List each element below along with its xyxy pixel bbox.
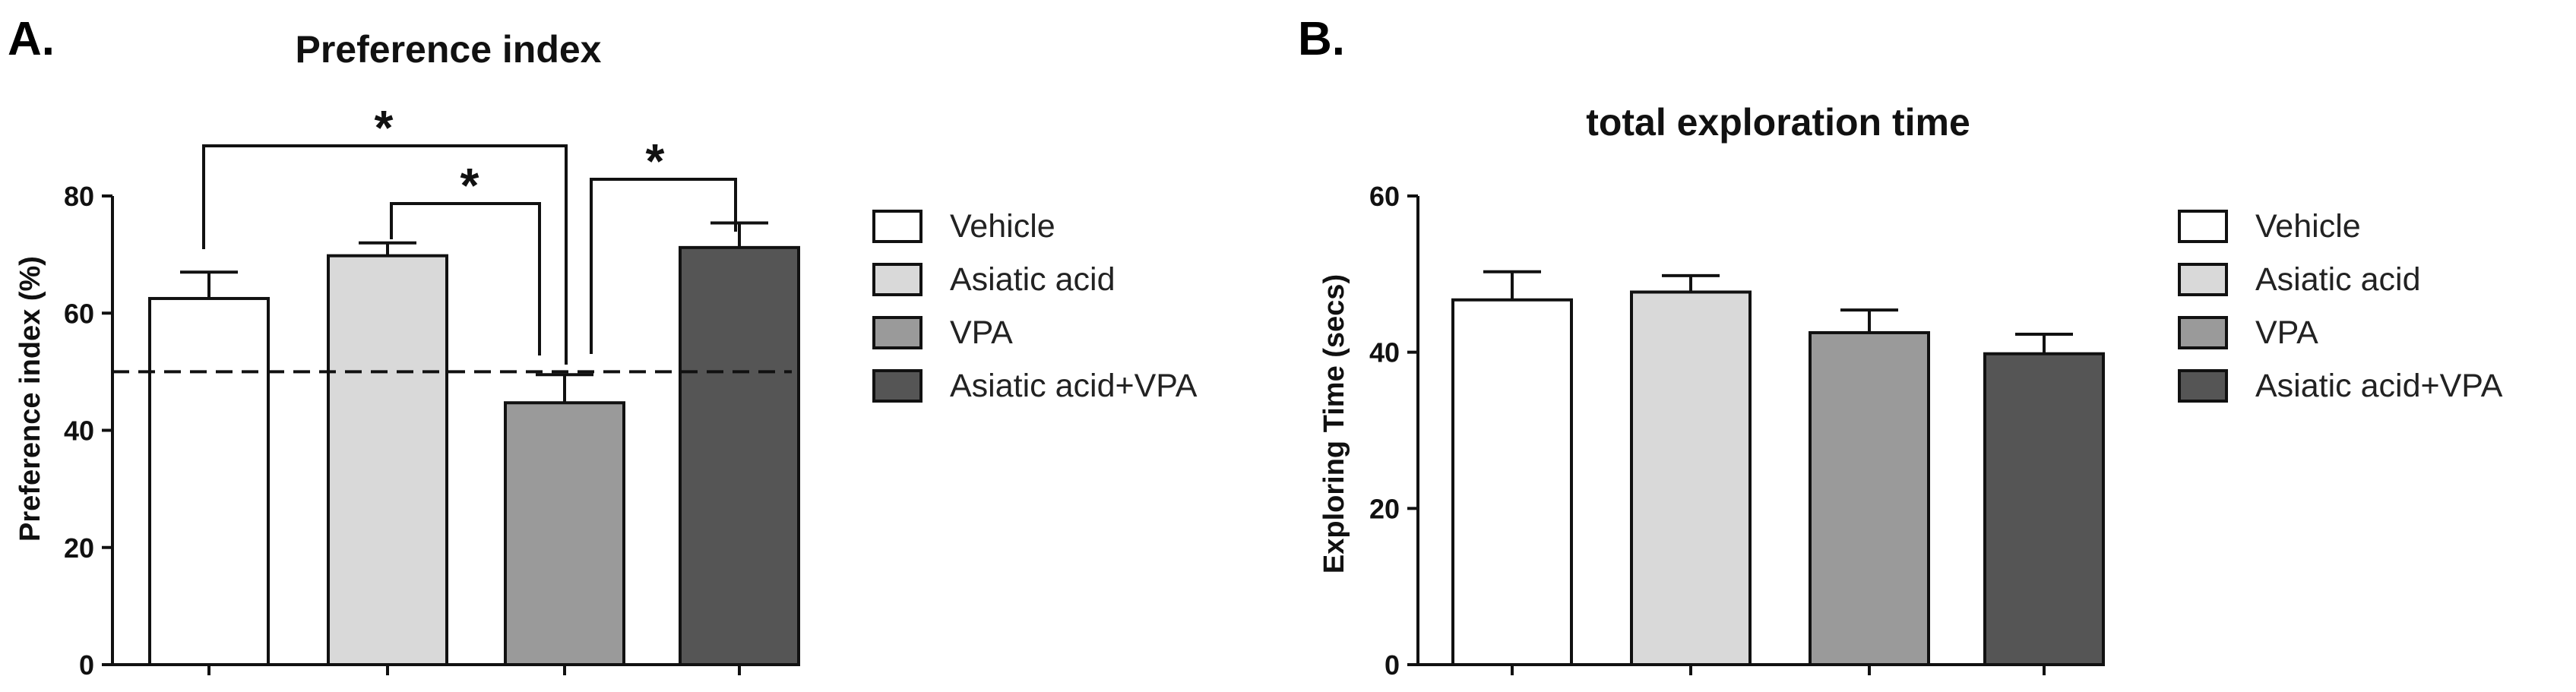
legend-label: Asiatic acid — [950, 261, 1115, 298]
legend-label: Asiatic acid — [2255, 261, 2420, 298]
legend-swatch — [872, 316, 922, 349]
y-tick-label: 80 — [64, 181, 94, 212]
legend-label: Vehicle — [950, 208, 1055, 245]
y-tick-label: 0 — [1385, 649, 1400, 681]
error-bar-vehicle — [1483, 270, 1541, 300]
y-tick-label: 40 — [1369, 337, 1400, 368]
error-bar-asiatic-acid — [359, 241, 416, 256]
error-bar-vpa — [1840, 308, 1898, 333]
bar-asiatic-acid-vpa — [1983, 352, 2105, 666]
legend-label: VPA — [950, 314, 1013, 351]
panel-b-letter: B. — [1298, 13, 1345, 65]
legend-item-vehicle: Vehicle — [2178, 208, 2361, 245]
chart-a-legend: Vehicle Asiatic acid VPA Asiatic acid+VPA — [872, 208, 1198, 404]
legend-swatch — [872, 263, 922, 296]
significance-star: * — [460, 158, 479, 213]
chart-b-error-bars — [1483, 270, 2073, 354]
chart-b-title: total exploration time — [1586, 101, 1970, 144]
y-tick-label: 60 — [64, 298, 94, 329]
y-tick-label: 60 — [1369, 181, 1400, 212]
bar-vehicle — [148, 296, 270, 666]
chart-b-y-axis-label: Exploring Time (secs) — [1318, 274, 1350, 574]
legend-item-asiatic-acid: Asiatic acid — [2178, 261, 2420, 298]
bar-asiatic-acid — [1630, 290, 1752, 666]
bar-asiatic-acid — [327, 254, 448, 667]
legend-item-vpa: VPA — [872, 314, 1013, 351]
error-bar-asiatic-acid-vpa — [2015, 333, 2073, 354]
y-tick-label: 0 — [79, 649, 94, 681]
chart-b-legend: Vehicle Asiatic acid VPA Asiatic acid+VPA — [2178, 208, 2503, 404]
significance-star: * — [375, 100, 394, 155]
y-tick-label: 40 — [64, 416, 94, 447]
y-tick-label: 20 — [1369, 493, 1400, 524]
legend-swatch — [2178, 369, 2228, 403]
bar-vpa — [504, 401, 625, 666]
y-tick-label: 20 — [64, 532, 94, 564]
error-bar-asiatic-acid-vpa — [710, 221, 768, 248]
significance-star: * — [646, 134, 665, 188]
legend-swatch — [872, 210, 922, 243]
legend-item-asiatic-acid-vpa: Asiatic acid+VPA — [2178, 368, 2503, 404]
bar-asiatic-acid-vpa — [679, 245, 800, 666]
chart-a-error-bars — [180, 221, 768, 403]
legend-label: VPA — [2255, 314, 2318, 351]
legend-item-vehicle: Vehicle — [872, 208, 1055, 245]
significance-bracket-vpa-vs-asiatic-acid-vpa: * — [590, 134, 737, 354]
significance-bracket-asiatic-acid-vs-vpa: * — [390, 158, 541, 355]
chart-a-y-axis-label: Preference index (%) — [14, 256, 46, 542]
chart-a-title: Preference index — [296, 28, 602, 71]
legend-swatch — [2178, 210, 2228, 243]
legend-item-asiatic-acid-vpa: Asiatic acid+VPA — [872, 368, 1198, 404]
panel-a-letter: A. — [8, 13, 55, 65]
bar-vpa — [1809, 330, 1930, 666]
chart-a-bars — [148, 245, 800, 667]
error-bar-vpa — [536, 373, 593, 403]
legend-swatch — [2178, 263, 2228, 296]
bar-vehicle — [1451, 298, 1573, 666]
legend-swatch — [2178, 316, 2228, 349]
error-bar-vehicle — [180, 270, 238, 299]
panel-a-preference-index: A. Preference index Preference index (%)… — [8, 13, 1198, 681]
panel-b-total-exploration-time: B. total exploration time Exploring Time… — [1298, 13, 2503, 681]
legend-swatch — [872, 369, 922, 403]
legend-item-asiatic-acid: Asiatic acid — [872, 261, 1115, 298]
significance-bracket-vehicle-vs-vpa: * — [202, 100, 568, 365]
legend-label: Asiatic acid+VPA — [2255, 368, 2503, 404]
legend-label: Vehicle — [2255, 208, 2361, 245]
error-bar-asiatic-acid — [1662, 273, 1720, 292]
legend-label: Asiatic acid+VPA — [950, 368, 1198, 404]
legend-item-vpa: VPA — [2178, 314, 2318, 351]
chart-a-significance-brackets: * * * — [202, 100, 737, 365]
chart-b-bars — [1451, 290, 2105, 666]
